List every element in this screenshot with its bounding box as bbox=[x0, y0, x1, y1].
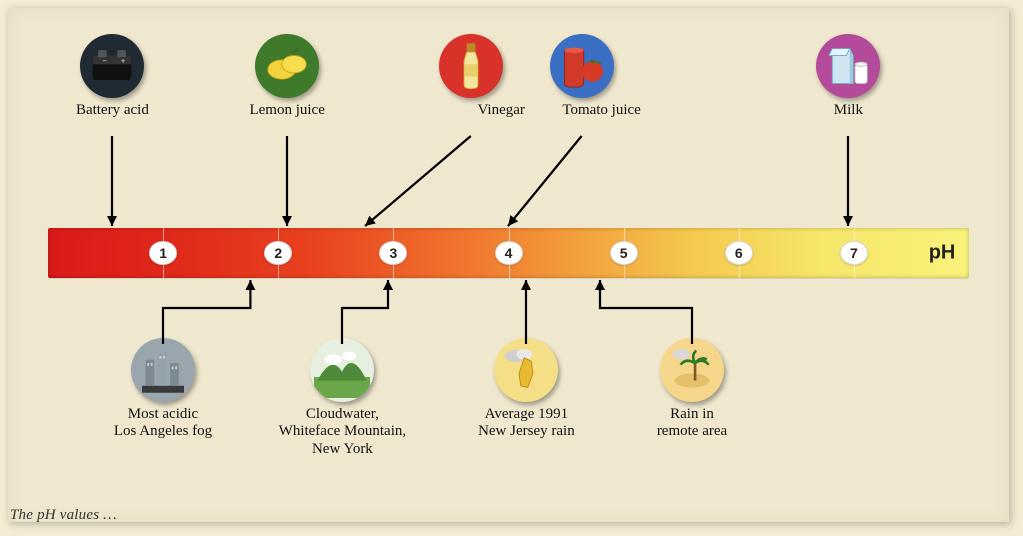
item-label: Average 1991 New Jersey rain bbox=[446, 406, 606, 441]
item-whiteface: Cloudwater, Whiteface Mountain, New York bbox=[262, 338, 422, 458]
ph-tick-7: 7 bbox=[840, 241, 868, 265]
ph-tick-3: 3 bbox=[379, 241, 407, 265]
item-label: Rain in remote area bbox=[612, 406, 772, 441]
item-label: Most acidic Los Angeles fog bbox=[83, 406, 243, 441]
city-icon bbox=[131, 338, 195, 402]
lemon-icon bbox=[255, 34, 319, 98]
ph-tick-5: 5 bbox=[610, 241, 638, 265]
island-icon bbox=[660, 338, 724, 402]
ph-tick-2: 2 bbox=[264, 241, 292, 265]
tomato-icon bbox=[550, 34, 614, 98]
ph-scale: pH 1 2 3 4 5 6 7 bbox=[48, 228, 969, 278]
milk-icon bbox=[816, 34, 880, 98]
item-label: Milk bbox=[768, 102, 928, 119]
arrow bbox=[357, 128, 479, 234]
ph-tick-6: 6 bbox=[725, 241, 753, 265]
item-milk: Milk bbox=[768, 34, 928, 119]
item-lemon: Lemon juice bbox=[207, 34, 367, 119]
ph-axis-label: pH bbox=[929, 242, 962, 265]
arrow bbox=[279, 128, 295, 234]
item-battery: Battery acid bbox=[32, 34, 192, 119]
vinegar-icon bbox=[439, 34, 503, 98]
arrow bbox=[500, 128, 590, 234]
item-label: Cloudwater, Whiteface Mountain, New York bbox=[262, 406, 422, 458]
ph-tick-4: 4 bbox=[495, 241, 523, 265]
footer-caption: The pH values … bbox=[10, 507, 117, 524]
item-label: Battery acid bbox=[32, 102, 192, 119]
item-la_fog: Most acidic Los Angeles fog bbox=[83, 338, 243, 441]
arrow bbox=[104, 128, 120, 234]
item-remote: Rain in remote area bbox=[612, 338, 772, 441]
mountain-icon bbox=[310, 338, 374, 402]
battery-icon bbox=[80, 34, 144, 98]
ph-tick-1: 1 bbox=[149, 241, 177, 265]
item-tomato: Tomato juice bbox=[502, 34, 662, 119]
item-label: Lemon juice bbox=[207, 102, 367, 119]
arrow bbox=[840, 128, 856, 234]
item-label: Tomato juice bbox=[522, 102, 682, 119]
item-nj_rain: Average 1991 New Jersey rain bbox=[446, 338, 606, 441]
nj-icon bbox=[494, 338, 558, 402]
diagram-stage: pH 1 2 3 4 5 6 7 The pH values … Battery acid L… bbox=[8, 8, 1009, 522]
